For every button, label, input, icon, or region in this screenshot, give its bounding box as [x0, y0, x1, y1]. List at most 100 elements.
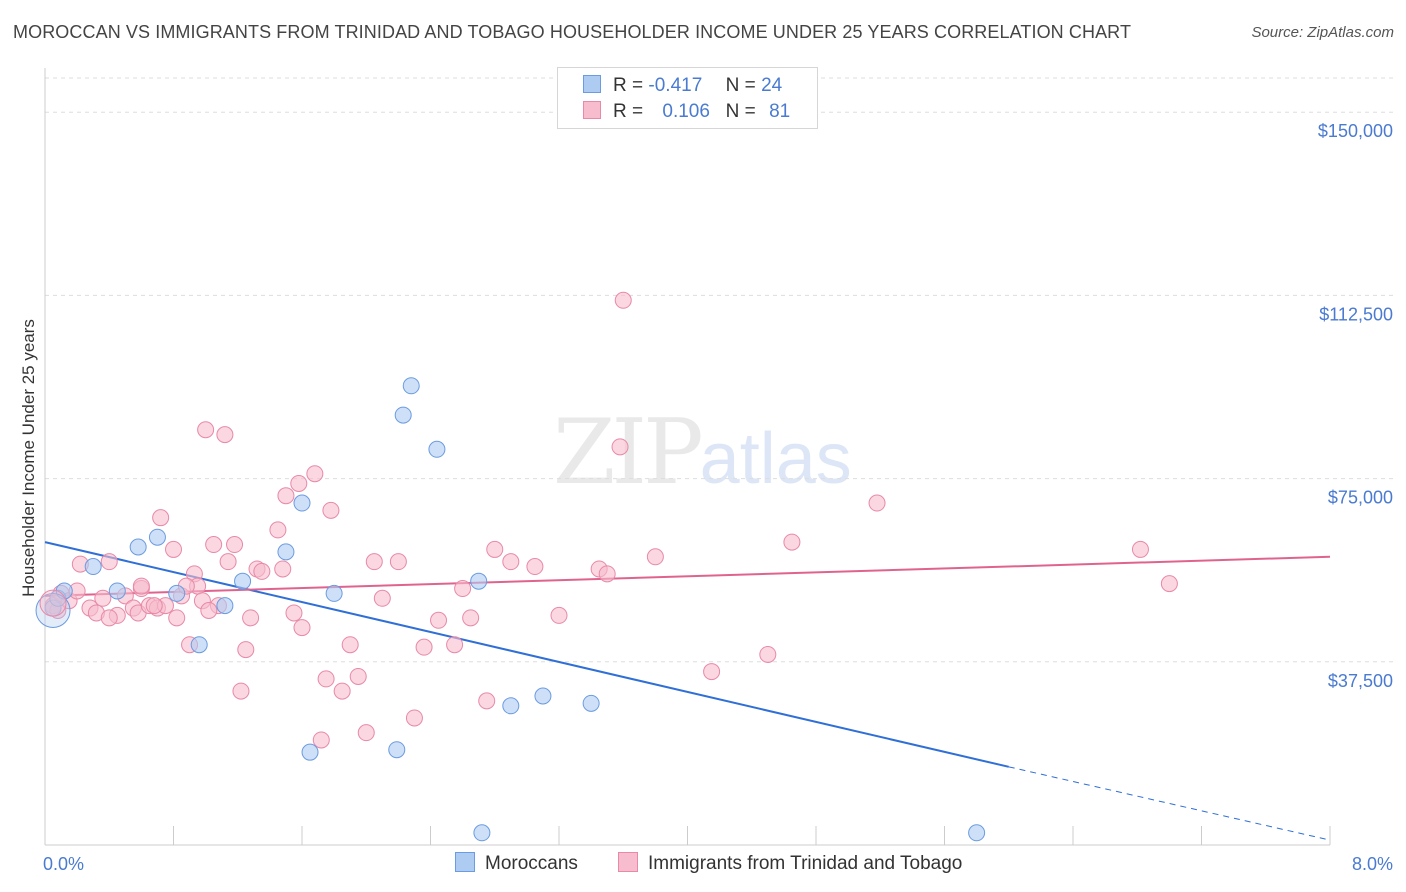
trinidad-point — [232, 682, 250, 700]
y-tick-label: $75,000 — [1328, 488, 1393, 508]
trinidad-point — [759, 645, 777, 663]
bottom-legend-label: Moroccans — [485, 853, 578, 874]
trinidad-point — [168, 609, 186, 627]
trinidad-point — [274, 560, 292, 578]
trinidad-point — [868, 494, 886, 512]
moroccan-point — [129, 538, 147, 556]
moroccan-cluster-point — [35, 593, 71, 629]
label-layer: $37,500 $75,000 $112,500 $150,000 0.0% 8.0% Ho… — [19, 121, 1393, 874]
moroccan-point — [534, 687, 552, 705]
legend-r-value: -0.417 — [648, 75, 703, 96]
moroccan-point — [402, 377, 420, 395]
legend-r-label: R = — [613, 101, 644, 122]
trinidad-point — [486, 540, 504, 558]
trinidad-point — [200, 602, 218, 620]
trinidad-point — [373, 589, 391, 607]
trinidad-point — [269, 521, 287, 539]
trinidad-point — [1131, 540, 1149, 558]
moroccan-point — [216, 597, 234, 615]
trinidad-point — [312, 731, 330, 749]
trinidad-point — [462, 609, 480, 627]
trinidad-point — [454, 580, 472, 598]
legend-r-label: R = — [613, 75, 644, 96]
bottom-legend-trinidad: Immigrants from Trinidad and Tobago — [618, 852, 962, 875]
trinidad-point — [165, 540, 182, 558]
moroccan-point — [470, 572, 488, 590]
x-tick-label-min: 0.0% — [43, 854, 84, 874]
trinidad-point — [478, 692, 496, 710]
trinidad-point — [446, 636, 464, 654]
trinidad-point — [277, 487, 295, 505]
axis-layer — [44, 68, 1331, 846]
moroccan-point — [968, 824, 986, 842]
trinidad-point — [94, 589, 112, 607]
moroccan-point — [293, 494, 311, 512]
trinidad-point — [783, 533, 801, 551]
trinidad-point — [365, 553, 383, 571]
trinidad-point — [205, 536, 223, 554]
trinidad-point — [197, 421, 215, 439]
trinidad-point — [285, 604, 303, 622]
moroccan-point — [148, 528, 166, 546]
chart-title: MOROCCAN VS IMMIGRANTS FROM TRINIDAD AND… — [13, 22, 1132, 42]
trinidad-point — [526, 558, 544, 576]
bottom-legend-label: Immigrants from Trinidad and Tobago — [648, 853, 963, 874]
moroccan-point — [168, 584, 186, 602]
x-tick-label-max: 8.0% — [1352, 854, 1393, 874]
moroccan-trend-line — [44, 541, 1009, 768]
y-tick-label: $112,500 — [1319, 304, 1393, 324]
trinidad-point — [132, 577, 150, 595]
legend-n-label: N = — [725, 75, 756, 96]
trinidad-point — [1160, 575, 1178, 593]
trend-layer — [44, 541, 1331, 841]
trinidad-point — [226, 536, 244, 554]
watermark: ZIPatlas — [553, 400, 852, 505]
trinidad-point — [341, 636, 359, 654]
trinidad-point — [502, 553, 520, 571]
trinidad-point — [357, 724, 375, 742]
trinidad-point — [611, 438, 629, 456]
legend-n-label: N = — [725, 101, 756, 122]
trinidad-point — [389, 553, 407, 571]
bottom-swatch-trinidad — [618, 852, 638, 872]
grid-layer — [45, 77, 1395, 663]
trinidad-point — [614, 291, 632, 309]
trinidad-point — [349, 667, 367, 685]
moroccan-point — [502, 697, 520, 715]
y-tick-label: $37,500 — [1328, 671, 1393, 691]
legend-r-value: 0.106 — [662, 101, 710, 122]
y-tick-label: $150,000 — [1318, 121, 1393, 141]
trinidad-point — [216, 426, 234, 444]
bottom-legend-moroccans: Moroccans — [455, 852, 578, 875]
trinidad-point — [333, 682, 351, 700]
moroccan-point — [428, 440, 446, 458]
legend-n-value: 81 — [769, 101, 791, 122]
trinidad-point — [415, 638, 433, 656]
trinidad-point — [430, 611, 448, 629]
trinidad-point — [646, 548, 664, 566]
moroccan-point — [108, 582, 126, 600]
trinidad-point — [152, 509, 170, 527]
trinidad-point — [550, 606, 568, 624]
trinidad-point — [598, 565, 616, 583]
trinidad-point — [100, 553, 118, 571]
moroccan-point — [473, 824, 491, 842]
trinidad-point — [253, 562, 271, 580]
watermark-atlas: atlas — [699, 419, 852, 499]
trinidad-trend-line — [44, 555, 1331, 597]
trinidad-point — [242, 609, 260, 627]
legend-swatch-trinidad — [583, 101, 601, 119]
trinidad-point — [322, 501, 340, 519]
moroccan-point — [84, 558, 102, 576]
trinidad-point — [145, 597, 163, 615]
legend-swatch-moroccans — [583, 75, 601, 93]
trinidad-point — [405, 709, 423, 727]
trinidad-point — [293, 619, 311, 637]
watermark-zip: ZIP — [553, 400, 704, 505]
moroccan-trend-extension — [1008, 766, 1331, 841]
point-layer — [35, 291, 1178, 842]
trinidad-point — [306, 465, 324, 483]
source-credit: Source: ZipAtlas.com — [1251, 24, 1394, 41]
trinidad-point — [237, 641, 255, 659]
